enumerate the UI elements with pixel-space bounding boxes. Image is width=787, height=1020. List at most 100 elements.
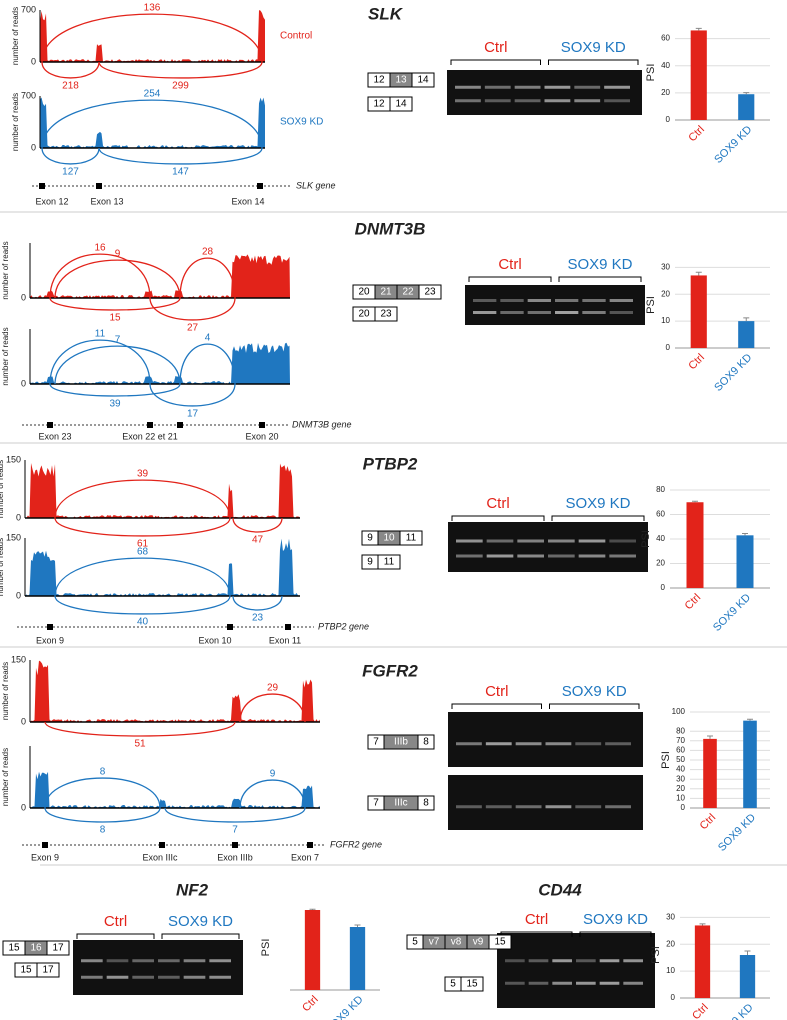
y-tick-label: 150	[6, 454, 21, 464]
gel-band	[517, 539, 544, 543]
junction-arc	[41, 61, 100, 79]
y-tick-label: 60	[676, 746, 685, 755]
y-tick-label: 60	[661, 34, 670, 43]
coverage	[30, 254, 290, 298]
exon-number: 14	[395, 99, 407, 110]
y-tick-label: 10	[666, 966, 675, 975]
y-axis-label: PSI	[650, 946, 662, 964]
error-bar	[707, 735, 713, 739]
y-tick-label: 20	[661, 289, 670, 298]
exon-number: 11	[384, 557, 395, 568]
y-tick-label: 0	[21, 802, 26, 812]
exon-box	[488, 934, 512, 950]
gel-band	[582, 299, 606, 302]
exon-number: 7	[373, 798, 379, 809]
gel-band	[623, 981, 643, 985]
gene-title: DNMT3B	[355, 219, 426, 238]
junction-arc	[164, 807, 306, 823]
gene-label: DNMT3B gene	[292, 419, 352, 429]
gel-band	[548, 539, 575, 543]
gel-band	[183, 959, 206, 963]
junction-arc	[54, 259, 181, 299]
exon-box	[460, 976, 484, 992]
gel-band	[575, 742, 602, 746]
group-bracket	[548, 59, 639, 65]
bar	[304, 910, 321, 990]
gel-band	[505, 981, 525, 985]
x-tick-label: SOX9 KD	[716, 812, 758, 854]
bar	[743, 720, 757, 808]
exon-number: 13	[395, 75, 407, 86]
exon-box	[374, 306, 398, 322]
gel-band	[545, 805, 572, 809]
exon-label: Exon 9	[31, 852, 59, 862]
gel-band	[81, 975, 103, 979]
y-tick-label: 150	[11, 654, 26, 664]
junction-count: 17	[187, 409, 199, 420]
y-tick-label: 0	[21, 378, 26, 388]
gel-band	[132, 975, 154, 979]
y-axis-label: number of reads	[0, 538, 5, 596]
gel-band	[528, 981, 549, 985]
coverage	[30, 342, 290, 384]
gene-title: PTBP2	[363, 454, 418, 473]
error-bar	[699, 923, 706, 926]
bar	[738, 321, 755, 348]
gel-band	[183, 975, 206, 979]
y-tick-label: 20	[666, 939, 675, 948]
gene-title: SLK	[368, 4, 404, 23]
gel	[448, 522, 648, 572]
exon-number: 5	[412, 937, 418, 948]
group-label: Ctrl	[486, 495, 509, 512]
bar	[690, 30, 707, 120]
gel	[73, 940, 243, 995]
y-tick-label: 700	[21, 90, 36, 100]
error-bar	[747, 718, 753, 721]
error-bar	[744, 950, 751, 955]
exon-label: Exon 20	[245, 431, 278, 441]
y-tick-label: 40	[661, 61, 670, 70]
exon-box	[96, 183, 102, 189]
gel-band	[582, 311, 606, 314]
y-tick-label: 70	[676, 736, 685, 745]
y-tick-label: 10	[661, 316, 670, 325]
group-label: SOX9 KD	[583, 911, 648, 928]
gene-label: SLK gene	[296, 180, 336, 190]
junction-arc	[41, 147, 100, 165]
gel-band	[456, 742, 482, 746]
coverage	[40, 10, 265, 63]
y-tick-label: 20	[661, 88, 670, 97]
gene-label: PTBP2 gene	[318, 621, 369, 631]
y-tick-label: 0	[31, 56, 36, 66]
exon-box	[46, 940, 70, 956]
gene-title: FGFR2	[362, 661, 418, 680]
exon-number: v8	[451, 937, 462, 948]
group-bracket	[551, 515, 645, 521]
error-bar	[743, 92, 750, 95]
y-tick-label: 80	[676, 726, 685, 735]
exon-box	[36, 962, 60, 978]
exon-box	[418, 284, 442, 300]
gel-band	[576, 959, 596, 963]
exon-box	[257, 183, 263, 189]
gel-band	[158, 975, 180, 979]
exon-number: 8	[423, 798, 429, 809]
gel-band	[575, 805, 602, 809]
y-axis-label: number of reads	[1, 327, 10, 385]
junction-count: 39	[109, 399, 121, 410]
exon-box	[377, 554, 401, 570]
group-label: SOX9 KD	[561, 39, 626, 56]
exon-box	[39, 183, 45, 189]
junction-count: 51	[134, 739, 146, 750]
x-tick-label: Ctrl	[683, 592, 704, 613]
exon-number: 11	[406, 533, 417, 544]
error-bar	[309, 908, 316, 910]
coverage	[25, 538, 300, 596]
gel-band	[555, 299, 579, 302]
exon-box	[47, 422, 53, 428]
x-tick-label: Ctrl	[686, 352, 707, 373]
exon-box	[259, 422, 265, 428]
y-tick-label: 40	[676, 765, 685, 774]
gel-band	[609, 311, 633, 314]
error-bar	[742, 532, 748, 536]
